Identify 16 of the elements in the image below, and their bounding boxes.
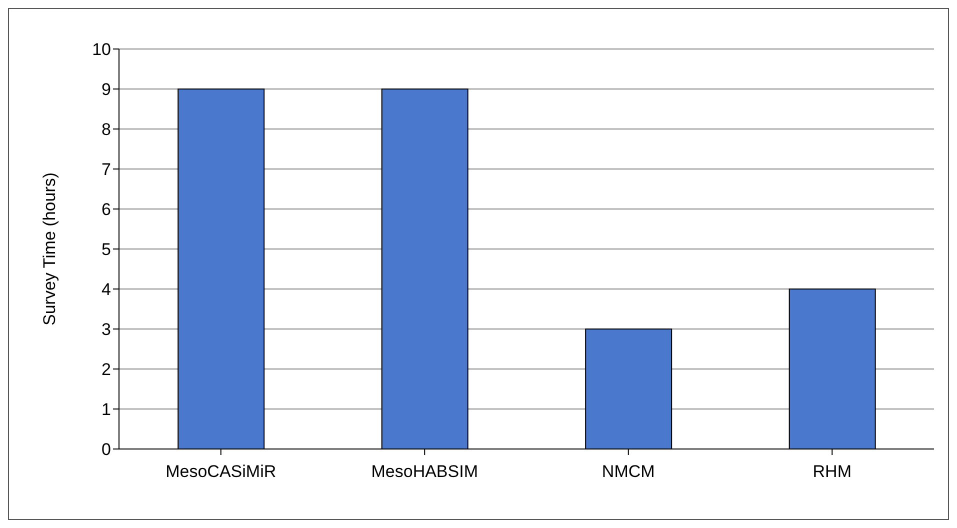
x-tick-label: RHM bbox=[812, 462, 852, 482]
y-tick-label: 2 bbox=[102, 360, 111, 380]
y-tick-label: 0 bbox=[102, 440, 111, 460]
y-tick-label: 3 bbox=[102, 320, 111, 340]
y-tick-label: 8 bbox=[102, 120, 111, 140]
y-tick-label: 4 bbox=[102, 280, 111, 300]
y-axis-title: Survey Time (hours) bbox=[40, 172, 60, 326]
y-tick-label: 1 bbox=[102, 400, 111, 420]
y-tick-label: 10 bbox=[92, 40, 111, 60]
x-tick-label: NMCM bbox=[602, 462, 655, 482]
y-tick-label: 9 bbox=[102, 80, 111, 100]
y-tick-label: 6 bbox=[102, 200, 111, 220]
y-tick-label: 5 bbox=[102, 240, 111, 260]
x-tick-label: MesoCASiMiR bbox=[166, 462, 276, 482]
x-tick-label: MesoHABSIM bbox=[371, 462, 478, 482]
y-tick-label: 7 bbox=[102, 160, 111, 180]
